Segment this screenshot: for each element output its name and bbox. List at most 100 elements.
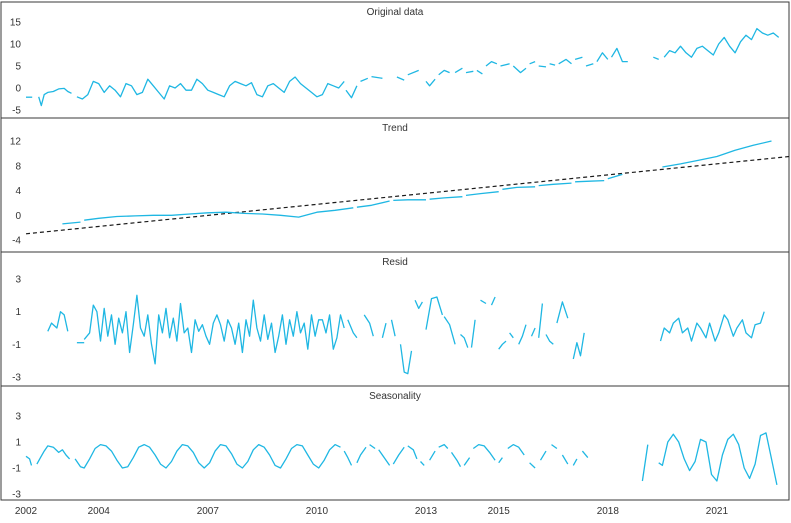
series-segment <box>371 75 383 79</box>
series-segment <box>414 299 423 310</box>
x-tick-label: 2010 <box>306 506 329 517</box>
series-segment <box>407 69 419 76</box>
series-segment <box>663 27 780 58</box>
series-segment <box>572 332 585 360</box>
series-segment <box>369 444 376 450</box>
series-segment <box>360 77 369 82</box>
series-segment <box>425 296 444 330</box>
x-tick-label: 2018 <box>597 506 620 517</box>
y-tick-label: -5 <box>12 106 21 117</box>
series-segment <box>549 63 556 66</box>
panel-frame <box>0 251 790 387</box>
series-segment <box>662 140 772 168</box>
series-segment <box>425 78 436 87</box>
y-tick-label: -3 <box>12 490 21 501</box>
x-tick-label: 2002 <box>15 506 38 517</box>
series-segment <box>558 58 572 65</box>
series-segment <box>539 450 547 461</box>
series-segment <box>470 319 476 348</box>
series-segment <box>561 454 569 465</box>
y-tick-label: -1 <box>12 340 21 351</box>
panel-frame <box>0 117 790 253</box>
series-segment <box>556 301 569 324</box>
trend-fit-line <box>25 155 790 235</box>
series-segment <box>572 458 578 466</box>
series-segment <box>465 191 499 197</box>
series-segment <box>392 446 405 465</box>
series-segment <box>551 444 558 450</box>
series-segment <box>585 63 594 67</box>
y-tick-label: -4 <box>12 236 21 247</box>
y-tick-label: 0 <box>15 84 21 95</box>
y-tick-label: 1 <box>15 438 21 449</box>
series-segment <box>574 56 583 61</box>
panel-title: Seasonality <box>369 391 421 402</box>
series-segment <box>653 56 659 61</box>
series-segment <box>490 296 496 306</box>
series-segment <box>507 443 525 456</box>
series-segment <box>399 344 413 375</box>
series-segment <box>454 67 463 74</box>
series-segment <box>476 69 483 75</box>
series-segment <box>500 63 510 67</box>
y-tick-label: -1 <box>12 464 21 475</box>
series-segment <box>396 76 405 81</box>
series-segment <box>607 173 623 180</box>
series-segment <box>498 340 507 350</box>
panel-title: Trend <box>382 123 408 134</box>
series-segment <box>36 445 71 465</box>
series-segment <box>485 60 498 67</box>
y-tick-label: 0 <box>15 211 21 222</box>
x-tick-label: 2013 <box>415 506 438 517</box>
series-segment <box>363 314 374 337</box>
series-segment <box>509 332 514 339</box>
series-segment <box>465 70 474 74</box>
series-segment <box>450 452 462 468</box>
series-segment <box>545 334 554 345</box>
series-segment <box>530 327 536 337</box>
series-segment <box>659 311 765 342</box>
series-segment <box>345 85 358 99</box>
series-segment <box>463 457 471 466</box>
y-tick-label: 10 <box>10 40 22 51</box>
series-segment <box>529 462 536 469</box>
series-segment <box>641 444 649 482</box>
y-tick-label: 1 <box>15 307 21 318</box>
y-tick-label: 15 <box>10 18 22 29</box>
series-segment <box>596 52 609 62</box>
y-tick-label: 8 <box>15 161 21 172</box>
series-segment <box>538 182 572 187</box>
x-tick-label: 2007 <box>197 506 220 517</box>
x-tick-label: 2015 <box>488 506 511 517</box>
series-segment <box>538 303 544 338</box>
y-tick-label: 4 <box>15 186 21 197</box>
panel-seasonality: Seasonality -3 -1 1 3 2002 2004 2007 2010 2013 201… <box>0 385 790 517</box>
panel-trend: Trend -4 0 4 8 12 <box>0 117 790 253</box>
series-segment <box>443 316 456 345</box>
series-segment <box>512 65 527 74</box>
series-segment <box>472 443 496 461</box>
series-segment <box>438 443 449 449</box>
series-segment <box>84 207 354 221</box>
series-segment <box>378 449 391 466</box>
series-segment <box>420 461 425 466</box>
y-tick-label: 3 <box>15 412 21 423</box>
series-segment <box>390 319 396 337</box>
series-segment <box>381 322 387 338</box>
series-segment <box>429 196 463 200</box>
panel-frame <box>0 385 790 501</box>
series-segment <box>429 450 436 461</box>
series-segment <box>438 69 450 76</box>
series-segment <box>347 319 358 339</box>
series-segment <box>407 445 418 460</box>
series-segment <box>83 294 345 365</box>
panel-resid: Resid -3 -1 1 3 <box>0 251 790 387</box>
x-tick-label: 2004 <box>88 506 111 517</box>
series-segment <box>581 450 589 459</box>
panel-title: Original data <box>367 7 424 18</box>
y-tick-label: -3 <box>12 373 21 384</box>
x-tick-label: 2021 <box>706 506 729 517</box>
series-segment <box>518 324 527 345</box>
series-segment <box>480 299 487 305</box>
panel-frame <box>0 1 790 119</box>
